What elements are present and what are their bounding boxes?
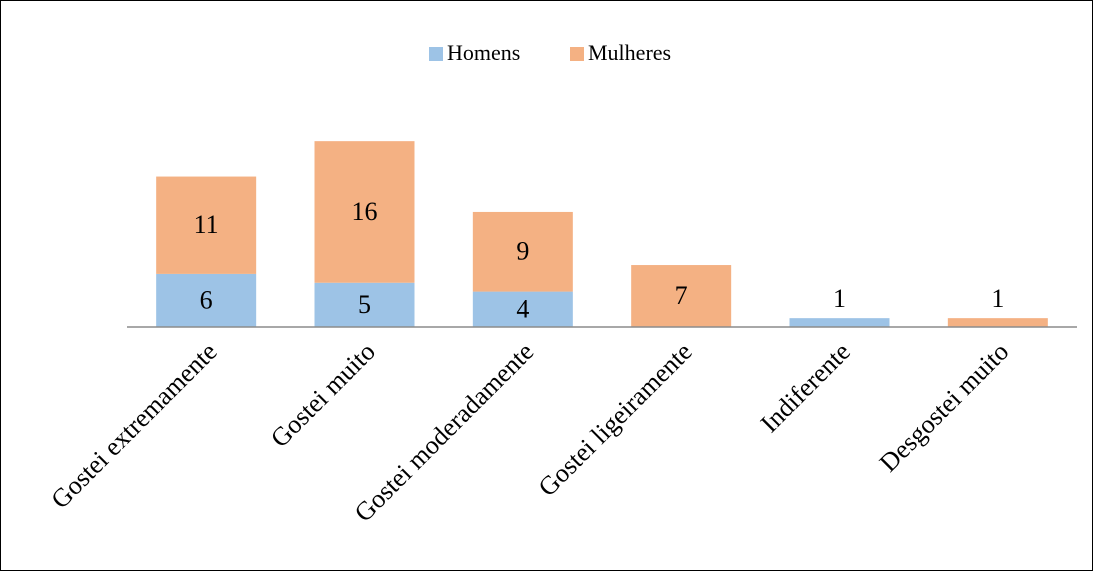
bar-segment: [314, 141, 415, 283]
data-label: 9: [516, 237, 529, 266]
bar-segment: [631, 265, 732, 327]
data-label: 6: [200, 285, 213, 314]
data-label: 5: [358, 290, 371, 319]
bar-segment: [156, 176, 257, 274]
bar-segment: [314, 282, 415, 327]
data-label: 16: [352, 197, 378, 226]
bar-segment: [156, 273, 257, 327]
bar-segment: [472, 211, 573, 292]
data-label: 1: [833, 284, 846, 313]
bar-segment: [789, 318, 890, 327]
legend-swatch: [570, 47, 584, 61]
legend-swatch: [429, 47, 443, 61]
data-label: 4: [516, 294, 529, 323]
legend-label: Mulheres: [588, 40, 671, 65]
legend-label: Homens: [447, 40, 520, 65]
data-label: 1: [991, 284, 1004, 313]
data-label: 7: [675, 281, 688, 310]
data-label: 11: [194, 210, 219, 239]
bar-segment: [472, 291, 573, 327]
bar-segment: [947, 318, 1048, 327]
